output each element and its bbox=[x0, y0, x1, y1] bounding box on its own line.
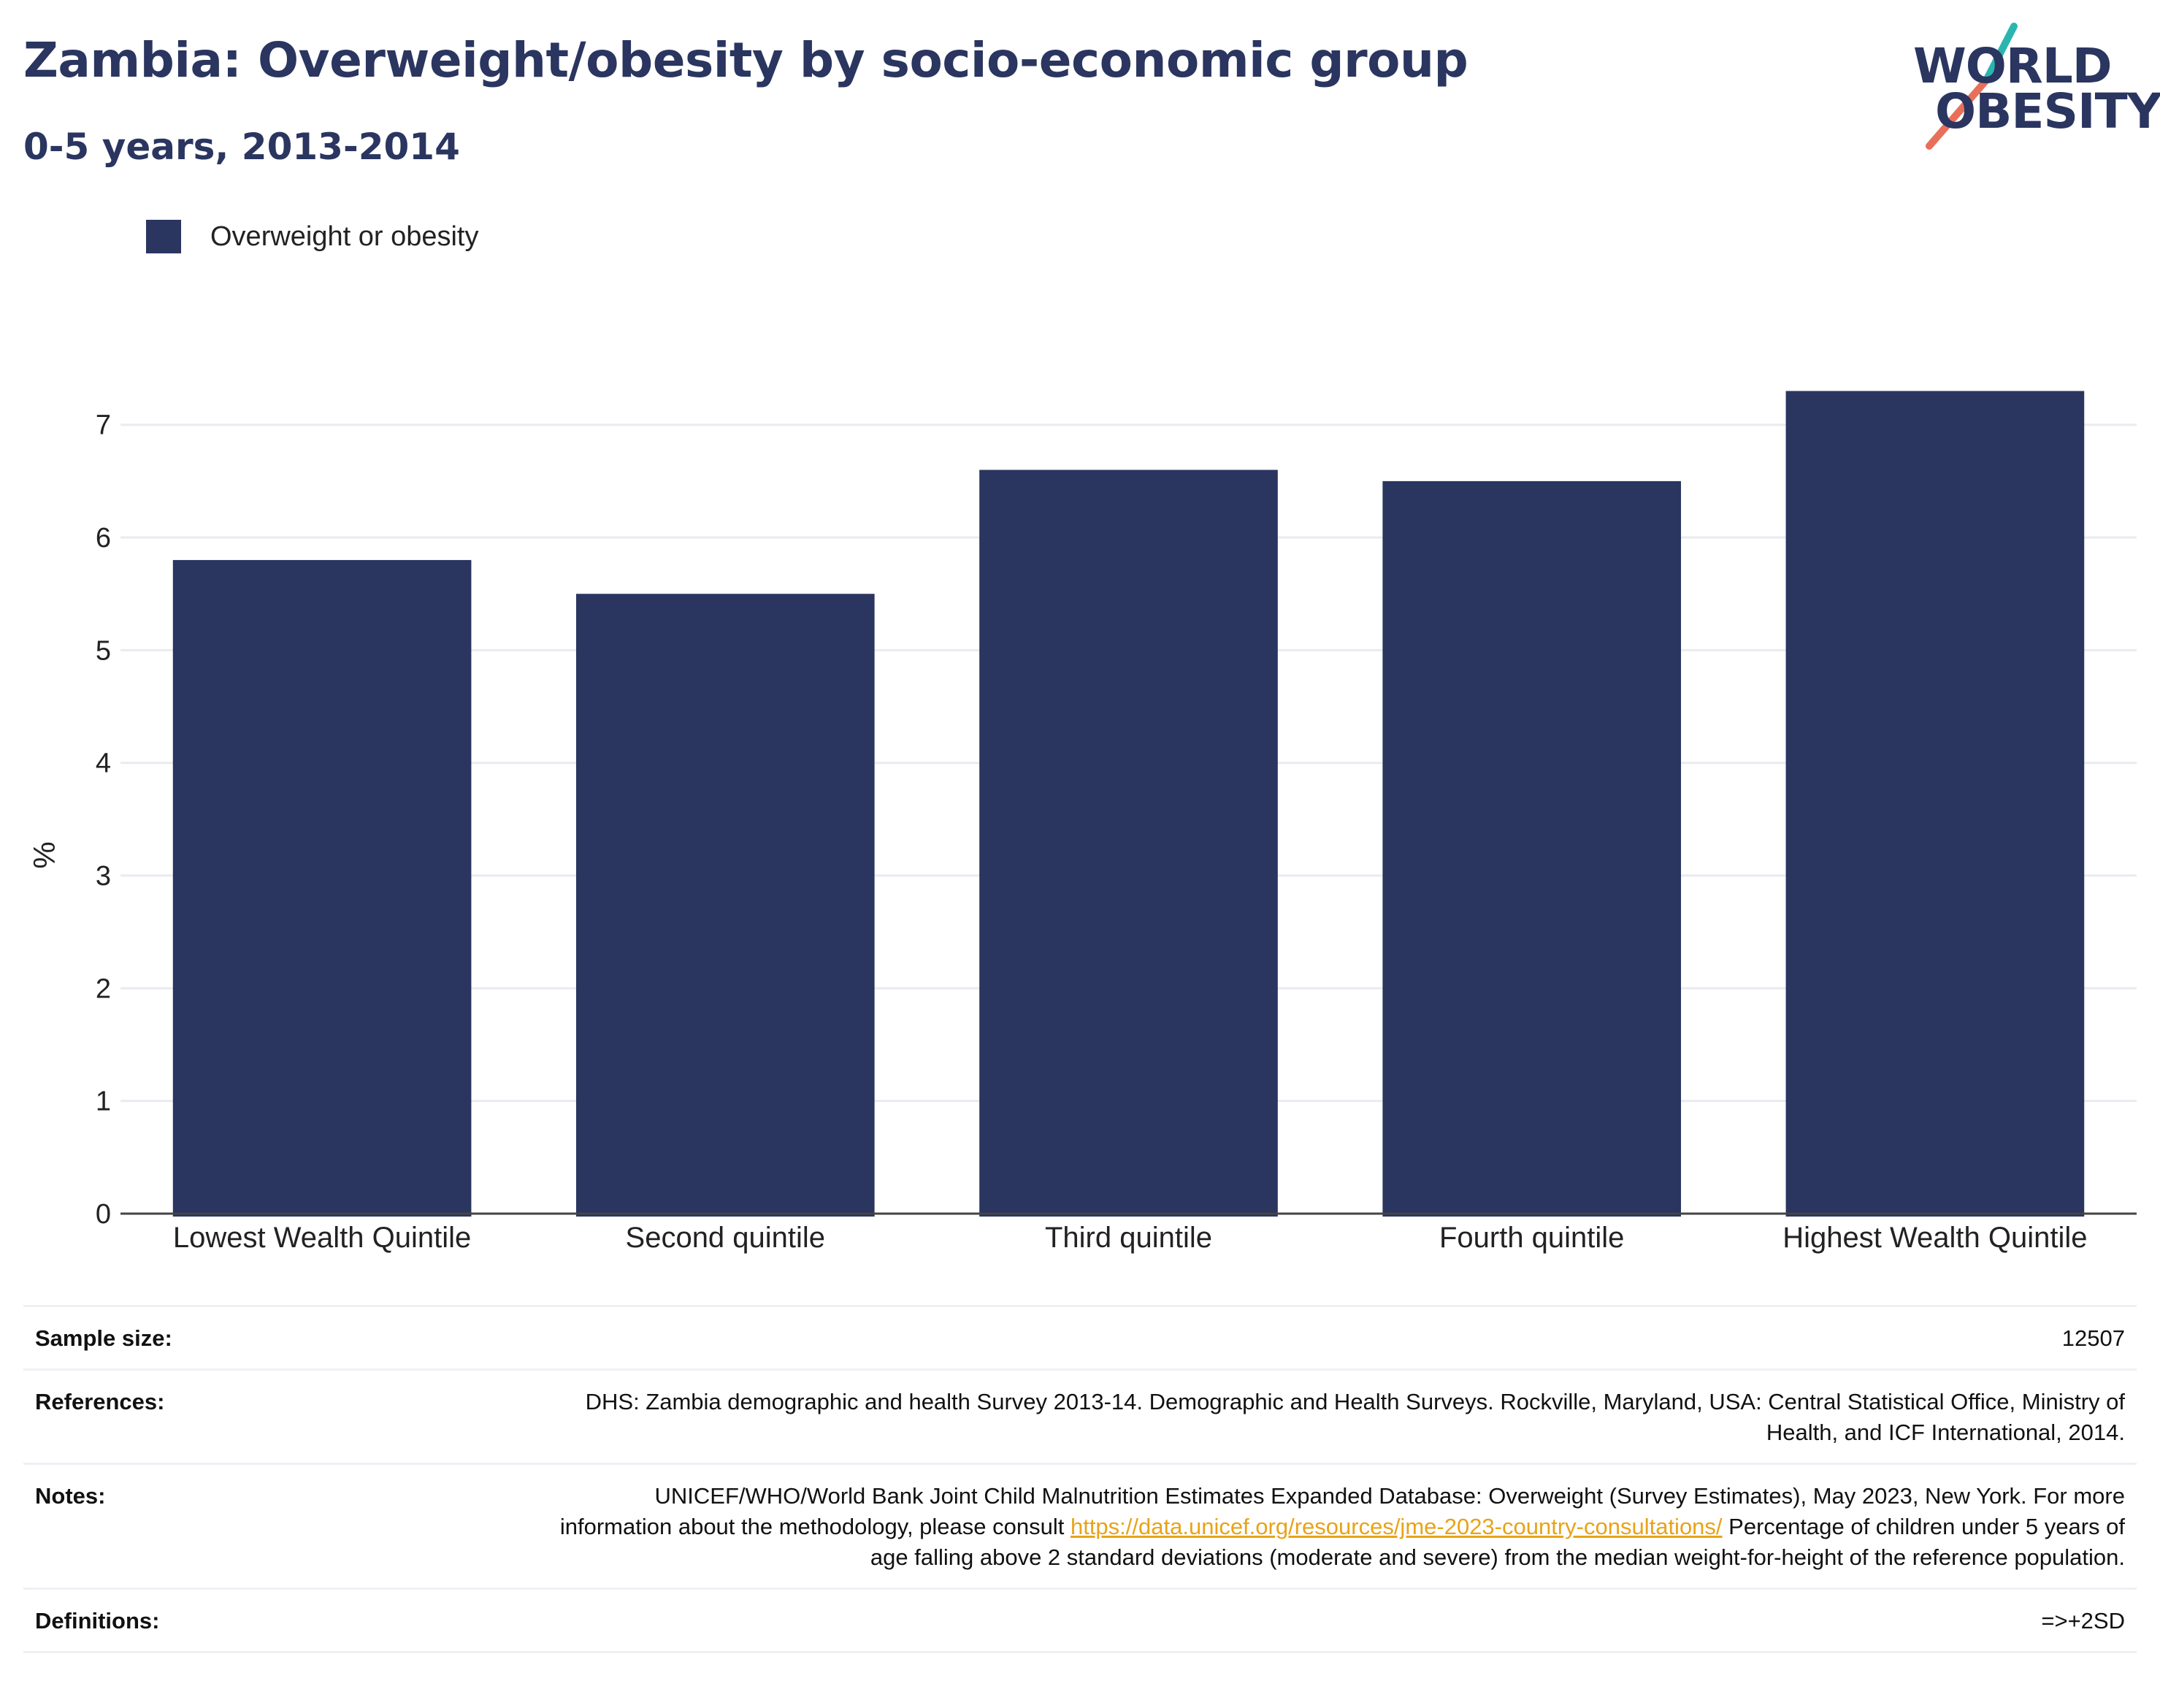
world-obesity-logo[interactable]: WORLD OBESITY bbox=[1904, 20, 2160, 159]
sample-size-row: Sample size: 12507 bbox=[23, 1305, 2137, 1368]
logo-slash-icon bbox=[1926, 23, 2018, 150]
x-tick-label: Second quintile bbox=[626, 1222, 826, 1254]
y-tick-label: 1 bbox=[96, 1087, 111, 1117]
y-tick-label: 5 bbox=[96, 635, 111, 666]
definitions-row: Definitions: =>+2SD bbox=[23, 1588, 2137, 1653]
x-tick-label: Fourth quintile bbox=[1439, 1222, 1624, 1254]
notes-link[interactable]: https://data.unicef.org/resources/jme-20… bbox=[1070, 1514, 1723, 1539]
bar bbox=[575, 594, 875, 1217]
sample-size-value: 12507 bbox=[2061, 1325, 2125, 1351]
logo-word-world: WORLD bbox=[1913, 38, 2113, 94]
notes-text-after: Percentage of children under 5 years of … bbox=[870, 1514, 2125, 1570]
references-label: References: bbox=[35, 1389, 165, 1414]
y-tick-label: 0 bbox=[96, 1199, 111, 1230]
references-row: References: DHS: Zambia demographic and … bbox=[23, 1368, 2137, 1463]
legend-swatch bbox=[146, 220, 181, 253]
page-title: Zambia: Overweight/obesity by socio-econ… bbox=[23, 32, 1468, 88]
chart-legend: Overweight or obesity bbox=[146, 219, 479, 254]
sample-size-label: Sample size: bbox=[35, 1325, 172, 1351]
page-subtitle: 0-5 years, 2013-2014 bbox=[23, 126, 460, 168]
legend-label: Overweight or obesity bbox=[210, 221, 479, 252]
x-tick-label: Highest Wealth Quintile bbox=[1782, 1222, 2087, 1254]
x-tick-label: Third quintile bbox=[1045, 1222, 1212, 1254]
y-tick-label: 7 bbox=[96, 410, 111, 441]
definitions-label: Definitions: bbox=[35, 1608, 160, 1634]
bar bbox=[172, 559, 472, 1217]
metadata-table: Sample size: 12507 References: DHS: Zamb… bbox=[23, 1305, 2137, 1653]
y-tick-label: 6 bbox=[96, 523, 111, 554]
notes-value: UNICEF/WHO/World Bank Joint Child Malnut… bbox=[555, 1481, 2125, 1573]
y-axis-label: % bbox=[27, 841, 61, 868]
bar bbox=[1382, 480, 1682, 1217]
notes-label: Notes: bbox=[35, 1483, 106, 1509]
x-tick-label: Lowest Wealth Quintile bbox=[173, 1222, 471, 1254]
y-tick-label: 2 bbox=[96, 973, 111, 1004]
bar bbox=[979, 470, 1278, 1217]
notes-text-before: UNICEF/WHO/World Bank Joint Child Malnut… bbox=[559, 1483, 2125, 1539]
logo-word-obesity: OBESITY bbox=[1935, 83, 2160, 139]
bar-chart: 0 1 2 3 4 5 6 7% Lowest Wealth Quintile Second qu… bbox=[27, 391, 2137, 1254]
y-tick-label: 4 bbox=[96, 748, 111, 779]
y-tick-label: 3 bbox=[96, 861, 111, 892]
definitions-value: =>+2SD bbox=[2041, 1608, 2125, 1634]
notes-row: Notes: UNICEF/WHO/World Bank Joint Child… bbox=[23, 1463, 2137, 1588]
bar bbox=[1785, 391, 2085, 1217]
references-value: DHS: Zambia demographic and health Surve… bbox=[585, 1389, 2125, 1445]
